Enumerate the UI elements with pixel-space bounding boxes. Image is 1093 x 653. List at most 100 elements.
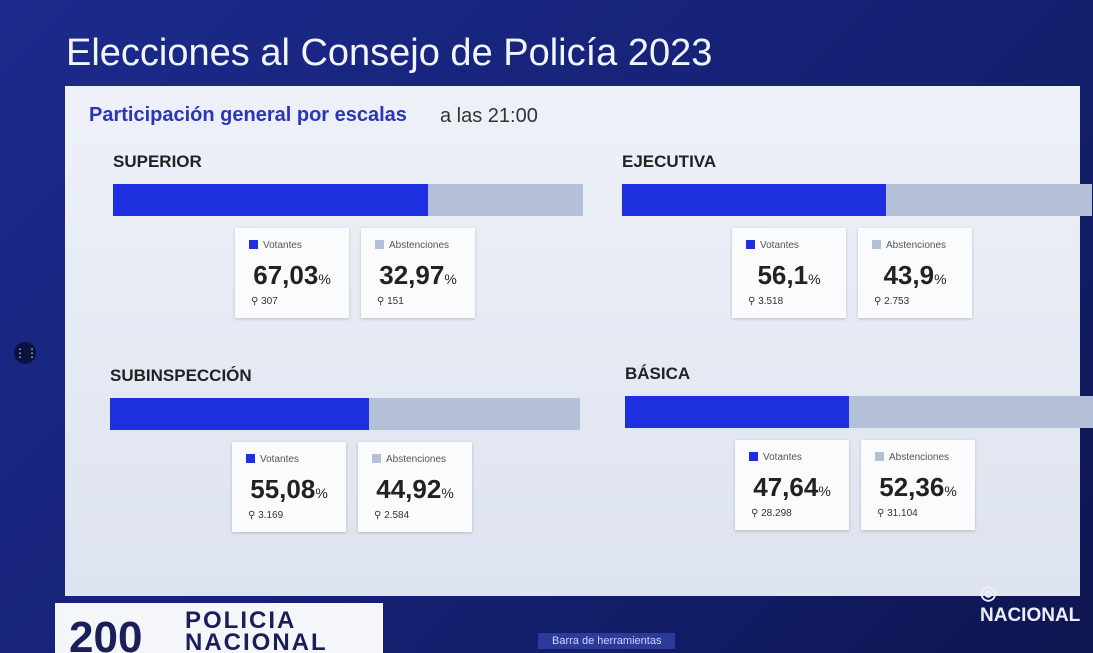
- legend-swatch: [875, 452, 884, 461]
- percent-value: 56,1: [757, 260, 809, 290]
- legend-text: Votantes: [260, 454, 299, 465]
- legend-text: Votantes: [263, 240, 302, 251]
- person-icon: ⚲: [248, 510, 259, 521]
- stat-card: Abstenciones 43,9% ⚲ 2.753: [858, 228, 972, 318]
- logo-line2: NACIONAL: [185, 629, 328, 653]
- stat-card: Abstenciones 44,92% ⚲ 2.584: [358, 442, 472, 532]
- subtitle: Participación general por escalas: [89, 104, 407, 126]
- count: ⚲ 2.753: [874, 296, 909, 307]
- person-icon: ⚲: [751, 508, 762, 519]
- person-icon: ⚲: [251, 296, 262, 307]
- voters-bar: [113, 184, 429, 216]
- count: ⚲ 307: [251, 296, 278, 307]
- logo-number: 200: [69, 613, 143, 653]
- legend-swatch: [872, 240, 881, 249]
- legend-text: Votantes: [763, 452, 802, 463]
- scale-name: SUPERIOR: [113, 152, 202, 171]
- percent-sign: %: [318, 271, 331, 287]
- count-value: 2.753: [884, 296, 910, 307]
- legend-label: Abstenciones: [875, 452, 949, 463]
- percent: 55,08%: [232, 474, 346, 505]
- abstentions-bar: [428, 184, 583, 216]
- percent-value: 55,08: [250, 474, 316, 504]
- person-icon: ⚲: [748, 296, 759, 307]
- legend-text: Abstenciones: [889, 452, 950, 463]
- abstentions-bar: [885, 184, 1092, 216]
- person-icon: ⚲: [377, 296, 388, 307]
- percent-value: 52,36: [879, 472, 945, 502]
- scale-name: BÁSICA: [625, 364, 691, 383]
- percent: 43,9%: [858, 260, 972, 291]
- count: ⚲ 2.584: [374, 510, 409, 521]
- logo: 200 POLICIA NACIONAL: [55, 603, 383, 653]
- percent-sign: %: [441, 485, 454, 501]
- location: ◎ NACIONAL: [980, 583, 1081, 626]
- percent-sign: %: [934, 271, 947, 287]
- count-value: 28.298: [761, 508, 792, 519]
- dashboard-panel: Participación general por escalas a las …: [65, 86, 1093, 596]
- stat-card: Abstenciones 32,97% ⚲ 151: [361, 228, 475, 318]
- legend-label: Abstenciones: [872, 240, 946, 251]
- percent: 47,64%: [735, 472, 849, 503]
- voters-bar: [622, 184, 886, 216]
- legend-swatch: [375, 240, 384, 249]
- count: ⚲ 3.169: [248, 510, 283, 521]
- legend-swatch: [746, 240, 755, 249]
- count: ⚲ 3.518: [748, 296, 783, 307]
- count-value: 2.584: [384, 510, 410, 521]
- percent: 52,36%: [861, 472, 975, 503]
- percent: 56,1%: [732, 260, 846, 291]
- percent-value: 47,64: [753, 472, 819, 502]
- location-text: NACIONAL: [980, 605, 1081, 626]
- percent: 32,97%: [361, 260, 475, 291]
- scale-name: EJECUTIVA: [622, 152, 717, 171]
- voters-bar: [625, 396, 849, 428]
- percent-value: 32,97: [379, 260, 445, 290]
- legend-text: Abstenciones: [386, 454, 447, 465]
- stat-card: Votantes 47,64% ⚲ 28.298: [735, 440, 849, 530]
- person-icon: ⚲: [877, 508, 888, 519]
- count-value: 307: [261, 296, 278, 307]
- scale-name: SUBINSPECCIÓN: [110, 366, 252, 385]
- count-value: 3.169: [258, 510, 284, 521]
- legend-label: Abstenciones: [372, 454, 446, 465]
- person-icon: ⚲: [374, 510, 385, 521]
- title: Elecciones al Consejo de Policía 2023: [66, 32, 713, 74]
- time: a las 21:00: [440, 105, 538, 127]
- abstentions-bar: [368, 398, 580, 430]
- percent-sign: %: [808, 271, 821, 287]
- apps-button[interactable]: ⋮⋮: [14, 342, 38, 364]
- legend-text: Abstenciones: [389, 240, 450, 251]
- legend-text: Abstenciones: [886, 240, 947, 251]
- percent: 44,92%: [358, 474, 472, 505]
- count-value: 3.518: [758, 296, 784, 307]
- count: ⚲ 151: [377, 296, 404, 307]
- legend-swatch: [372, 454, 381, 463]
- percent-sign: %: [444, 271, 457, 287]
- stat-card: Abstenciones 52,36% ⚲ 31.104: [861, 440, 975, 530]
- legend-swatch: [246, 454, 255, 463]
- voters-bar: [110, 398, 369, 430]
- count-value: 31.104: [887, 508, 918, 519]
- stat-card: Votantes 55,08% ⚲ 3.169: [232, 442, 346, 532]
- legend-text: Votantes: [760, 240, 799, 251]
- percent-value: 43,9: [883, 260, 935, 290]
- legend-label: Votantes: [746, 240, 799, 251]
- legend-label: Votantes: [246, 454, 299, 465]
- percent-sign: %: [315, 485, 328, 501]
- toolbar-tab[interactable]: Barra de herramientas: [538, 633, 676, 649]
- stat-card: Votantes 56,1% ⚲ 3.518: [732, 228, 846, 318]
- percent: 67,03%: [235, 260, 349, 291]
- percent-value: 67,03: [253, 260, 319, 290]
- abstentions-bar: [848, 396, 1093, 428]
- person-icon: ⚲: [874, 296, 885, 307]
- logo-line1: POLICIA: [185, 607, 297, 634]
- legend-label: Votantes: [749, 452, 802, 463]
- count-value: 151: [387, 296, 404, 307]
- percent-sign: %: [818, 483, 831, 499]
- stat-card: Votantes 67,03% ⚲ 307: [235, 228, 349, 318]
- legend-swatch: [749, 452, 758, 461]
- legend-label: Abstenciones: [375, 240, 449, 251]
- count: ⚲ 31.104: [877, 508, 918, 519]
